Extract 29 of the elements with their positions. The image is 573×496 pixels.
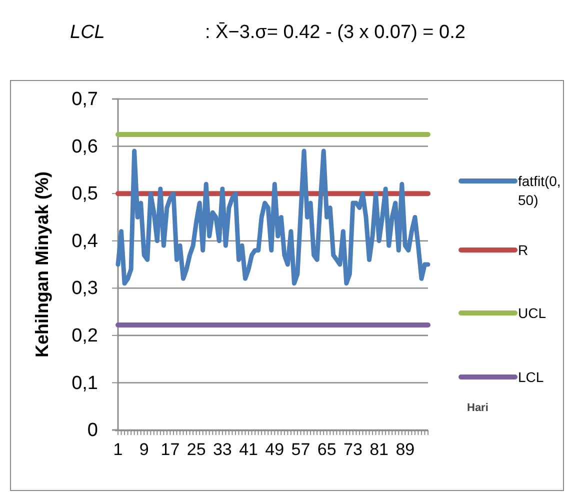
line-series: [116, 148, 430, 286]
x-tick-label: 57: [291, 440, 310, 460]
y-tick-label: 0,7: [72, 89, 98, 110]
x-tick-label: 33: [212, 440, 232, 460]
legend-label: fatfit(0,50): [518, 173, 561, 208]
x-tick-label: 25: [186, 440, 206, 460]
y-axis-title: Kehilngan Minyak (%): [32, 171, 52, 358]
x-tick-label: 81: [370, 440, 389, 460]
y-tick-label: 0,2: [72, 326, 98, 347]
x-tick-label: 73: [343, 440, 362, 460]
x-tick-label: 1: [113, 440, 123, 460]
y-tick-label: 0,6: [72, 136, 98, 158]
y-tick-label: 0,1: [72, 372, 98, 394]
y-tick-label: 0: [87, 420, 98, 442]
text: : X̄−3.σ= 0.42 - (3 x 0.07) = 0.2: [205, 22, 466, 43]
legend-label: UCL: [518, 305, 546, 321]
x-tick-label: 65: [317, 440, 336, 460]
x-axis-title: Hari: [467, 402, 488, 414]
text: LCL: [70, 22, 105, 43]
x-tick-label: 41: [239, 440, 258, 460]
x-tick-label: 17: [160, 440, 180, 460]
y-tick-label: 0,3: [72, 278, 98, 300]
legend-label: R: [518, 242, 528, 258]
y-tick-label: 0,4: [72, 230, 98, 252]
y-tick-label: 0,5: [72, 184, 98, 205]
legend-label: LCL: [518, 369, 544, 385]
x-tick-label: 89: [396, 440, 415, 460]
x-tick-label: 49: [265, 440, 284, 460]
x-tick-label: 9: [139, 440, 149, 460]
